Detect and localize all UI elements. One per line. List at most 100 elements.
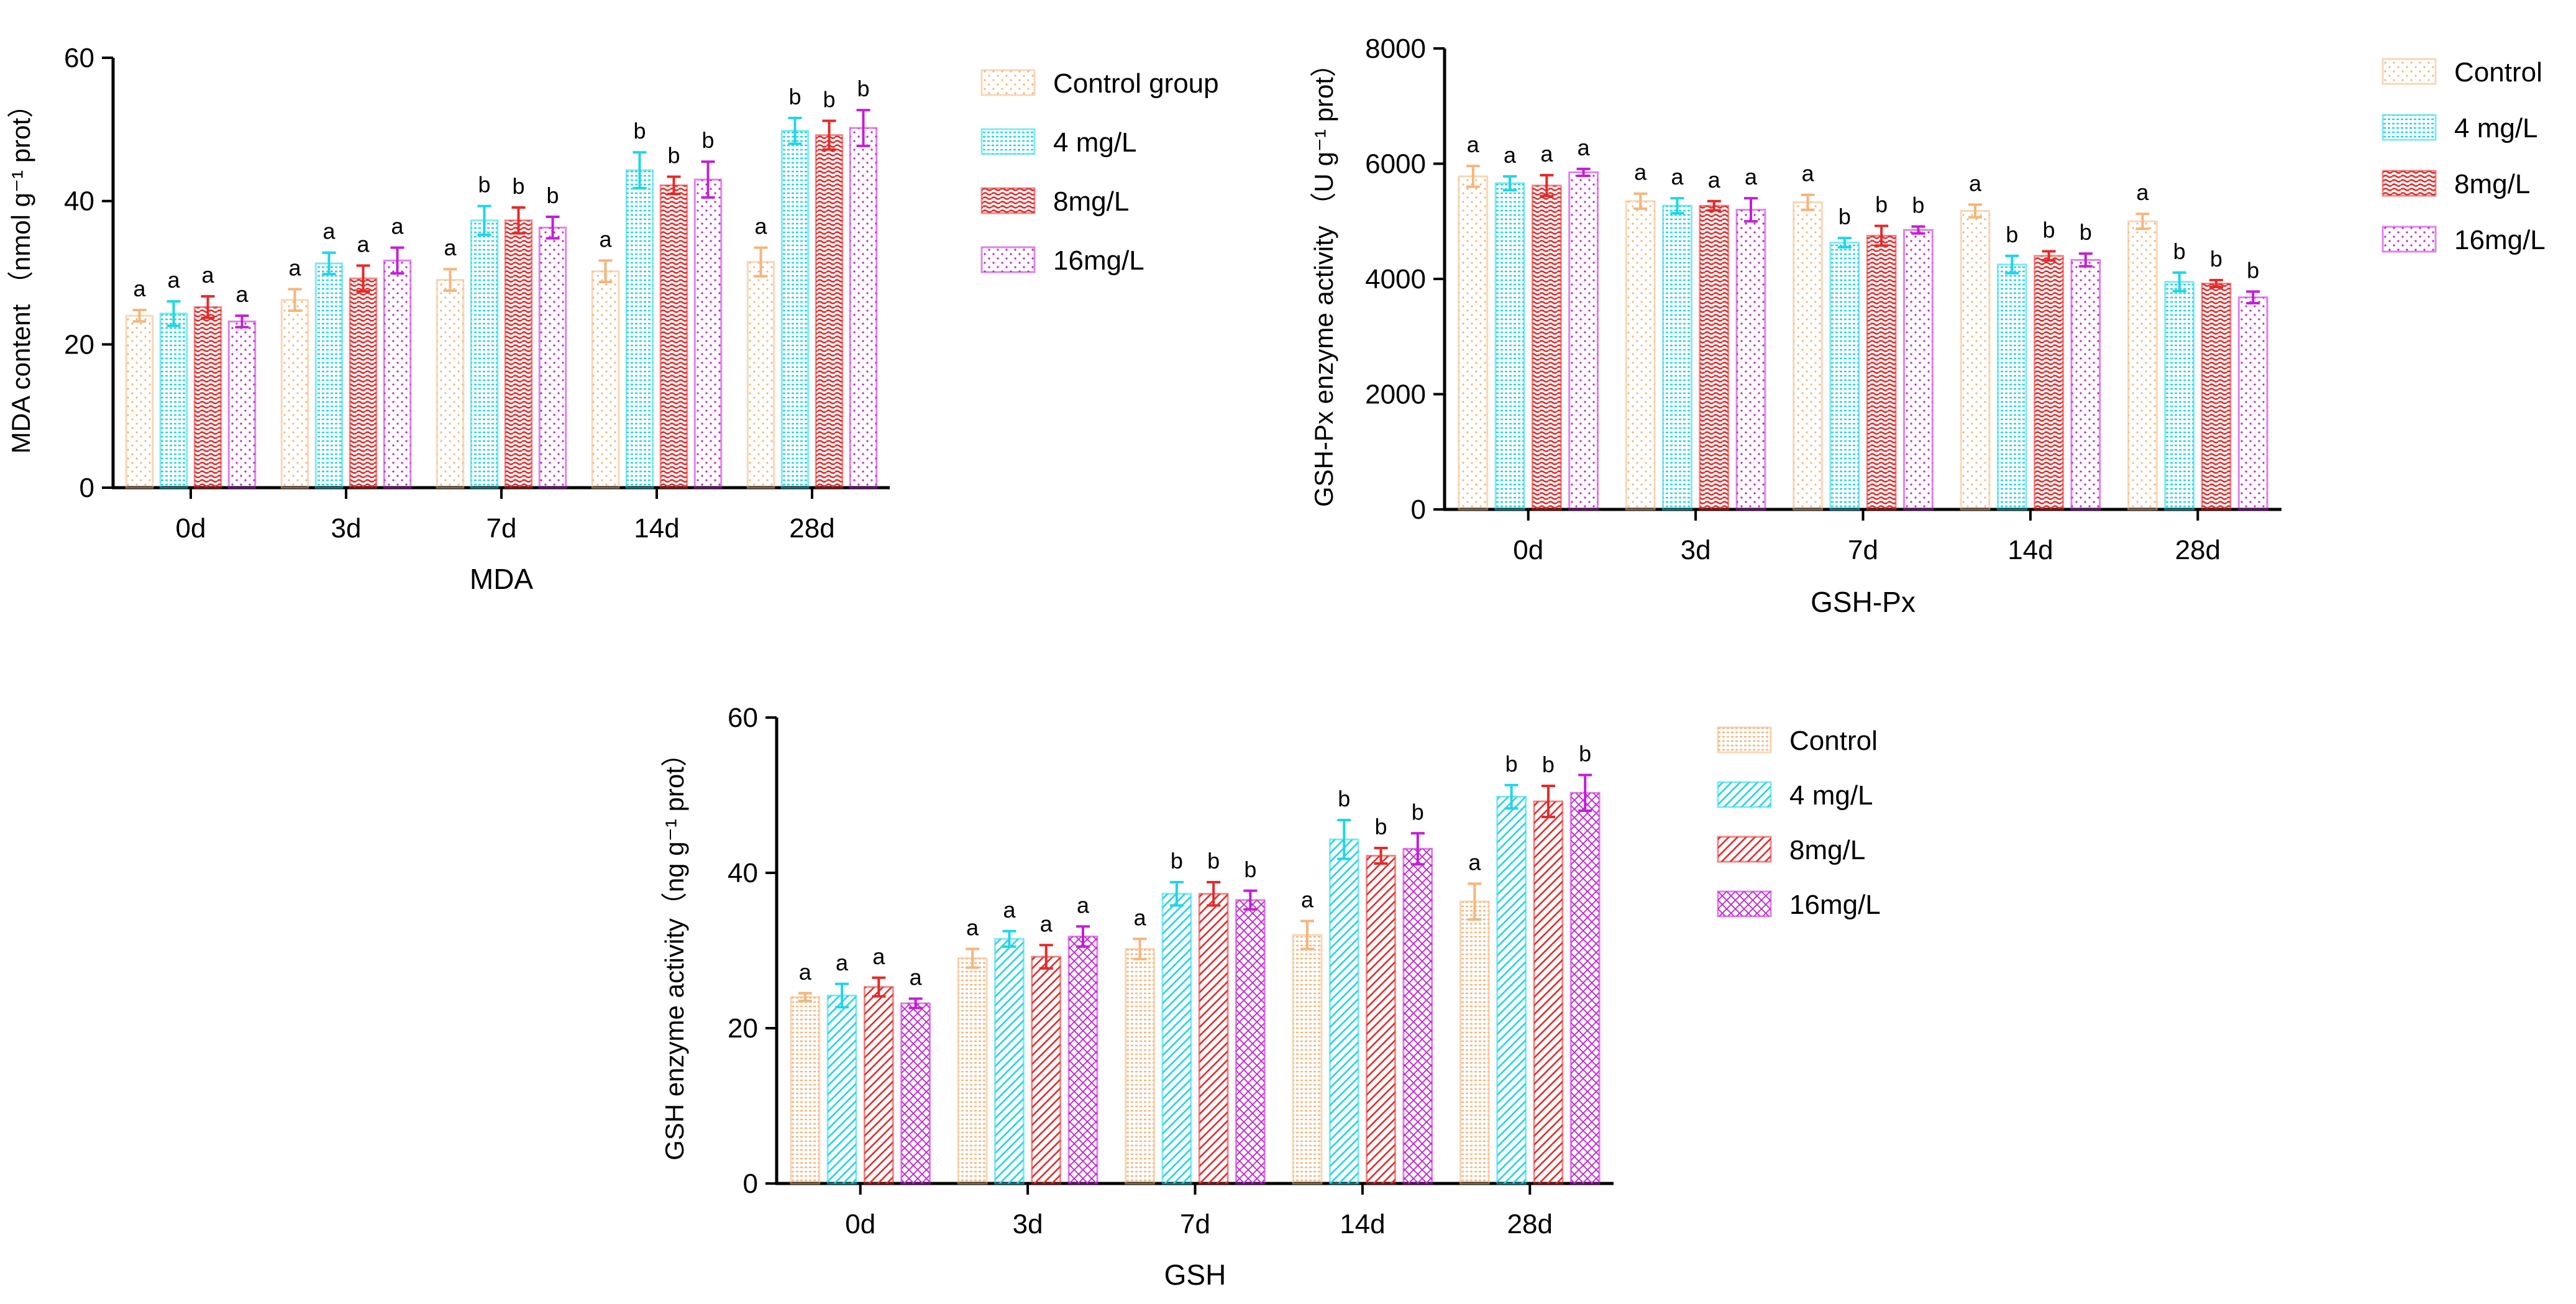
bar: [538, 226, 567, 489]
legend-label: 16mg/L: [1053, 245, 1144, 276]
error-bar: [835, 982, 849, 1009]
error-bar: [322, 251, 336, 276]
y-tick-label: 4000: [1365, 264, 1426, 294]
significance-label: b: [1505, 751, 1518, 777]
legend-swatch: [2382, 170, 2437, 197]
bar: [2237, 296, 2268, 511]
legend-label: 4 mg/L: [2454, 113, 2538, 144]
significance-label: a: [133, 276, 146, 301]
y-tick-label: 2000: [1365, 380, 1426, 410]
legend-label: Control: [1789, 726, 1878, 756]
bar: [1533, 800, 1564, 1185]
bar: [746, 261, 775, 489]
significance-label: a: [1969, 170, 1982, 196]
significance-label: b: [512, 173, 524, 199]
legend-swatch: [2382, 226, 2437, 253]
y-tick-label: 60: [728, 703, 758, 733]
bar: [1235, 899, 1266, 1185]
y-axis-title: GSH enzyme activity（ng g⁻¹ prot）: [660, 741, 689, 1160]
bar: [625, 169, 654, 489]
error-bar: [2246, 290, 2260, 304]
bar: [2164, 281, 2195, 511]
x-tick-label: 3d: [1013, 1209, 1043, 1239]
significance-label: a: [1134, 905, 1147, 930]
error-bar: [1576, 167, 1591, 177]
legend-swatch: [1717, 890, 1772, 918]
legend-label: 16mg/L: [1789, 890, 1881, 920]
legend-label: 8mg/L: [2454, 169, 2530, 199]
error-bar: [1466, 165, 1480, 188]
significance-label: a: [872, 944, 885, 969]
error-bar: [2209, 278, 2223, 288]
significance-label: b: [478, 172, 490, 198]
error-bar: [201, 295, 215, 319]
bar: [470, 219, 499, 489]
significance-label: b: [1875, 192, 1888, 217]
bar: [790, 996, 821, 1185]
error-bar: [2042, 250, 2056, 262]
x-tick-label: 28d: [2175, 535, 2221, 565]
bar: [1328, 838, 1359, 1185]
significance-label: a: [910, 965, 923, 990]
significance-label: b: [1171, 848, 1183, 873]
legend-label: 16mg/L: [2454, 225, 2546, 255]
significance-label: a: [1040, 911, 1053, 936]
error-bar: [1337, 819, 1351, 860]
significance-label: a: [2136, 180, 2149, 205]
significance-label: b: [1244, 857, 1256, 882]
x-tick-label: 3d: [1681, 535, 1711, 565]
error-bar: [132, 308, 147, 323]
x-axis-title: GSH-Px: [1811, 586, 1916, 618]
error-bar: [235, 314, 249, 329]
error-bar: [443, 268, 457, 292]
significance-label: a: [444, 235, 457, 260]
significance-label: b: [1838, 204, 1851, 229]
x-tick-label: 28d: [789, 513, 834, 544]
error-bar: [1300, 919, 1314, 951]
bar: [780, 130, 810, 489]
legend-swatch: [1717, 726, 1772, 754]
error-bar: [1968, 203, 1982, 219]
significance-label: a: [1468, 850, 1481, 875]
bar: [280, 299, 309, 489]
significance-label: a: [1671, 164, 1684, 189]
error-bar: [2005, 254, 2019, 275]
error-bar: [1578, 773, 1592, 812]
bar: [693, 178, 723, 489]
legend-swatch: [1717, 836, 1772, 863]
bar: [1402, 847, 1433, 1185]
x-tick-label: 7d: [1848, 535, 1878, 565]
error-bar: [1002, 929, 1016, 948]
significance-label: b: [2247, 257, 2259, 283]
x-tick-label: 0d: [1513, 535, 1543, 565]
y-axis-title: GSH-Px enzyme activity （U g⁻¹ prot）: [1309, 51, 1338, 507]
bar: [1067, 936, 1098, 1185]
legend: Control 4 mg/L 8mg/L 16mg/L: [1717, 726, 1881, 920]
error-bar: [701, 160, 715, 199]
significance-label: a: [1077, 892, 1090, 918]
bar: [826, 995, 857, 1185]
bar: [314, 262, 344, 489]
significance-label: b: [546, 183, 559, 208]
bar: [1569, 791, 1601, 1185]
y-tick-label: 0: [743, 1169, 758, 1199]
legend-swatch: [980, 69, 1036, 96]
y-tick-label: 0: [1411, 495, 1426, 525]
error-bar: [754, 246, 768, 278]
error-bar: [1410, 832, 1425, 866]
significance-label: a: [966, 915, 979, 941]
error-bar: [546, 216, 560, 240]
significance-label: a: [754, 214, 767, 239]
y-tick-label: 40: [64, 186, 94, 217]
x-tick-label: 0d: [845, 1209, 875, 1239]
significance-label: a: [201, 262, 214, 288]
bar: [1996, 263, 2027, 511]
error-bar: [1504, 783, 1519, 810]
bar: [504, 219, 533, 489]
y-tick-label: 20: [728, 1013, 758, 1044]
legend-label: Control group: [1053, 68, 1219, 99]
error-bar: [1837, 237, 1852, 248]
